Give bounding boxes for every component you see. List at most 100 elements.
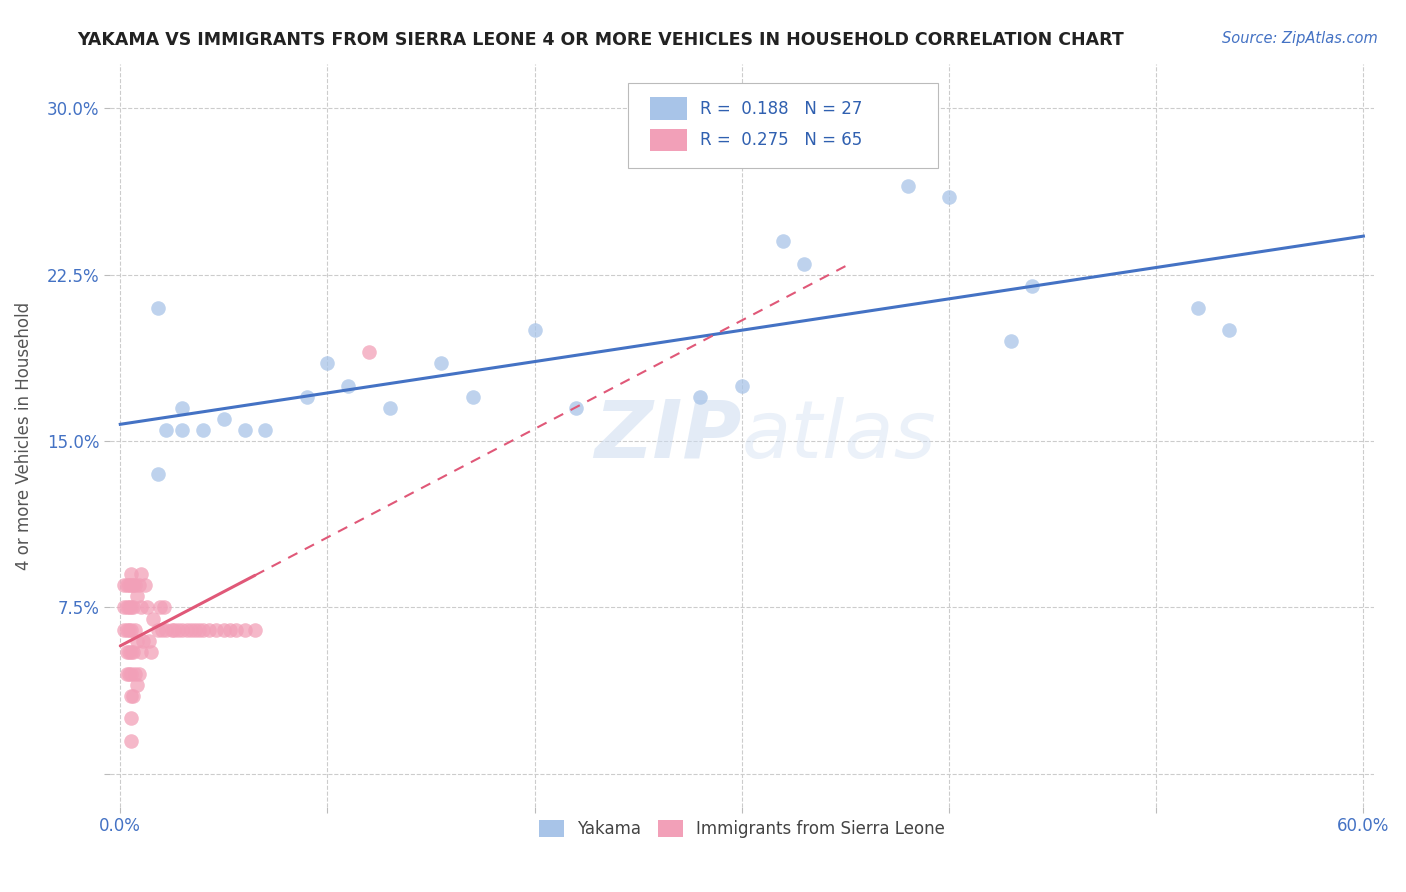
Point	[184, 623, 207, 637]
Y-axis label: 4 or more Vehicles in Household: 4 or more Vehicles in Household	[15, 301, 32, 570]
Point	[124, 667, 146, 681]
Point	[146, 467, 169, 482]
Point	[117, 623, 139, 637]
Point	[430, 356, 453, 370]
Point	[233, 423, 256, 437]
Point	[115, 578, 138, 592]
Point	[134, 578, 156, 592]
Point	[120, 600, 142, 615]
Point	[212, 623, 235, 637]
Point	[176, 623, 198, 637]
Point	[1218, 323, 1240, 337]
Point	[146, 623, 169, 637]
Point	[120, 689, 142, 703]
Point	[233, 623, 256, 637]
Point	[155, 623, 177, 637]
Point	[141, 645, 163, 659]
Point	[1000, 334, 1022, 349]
Point	[155, 423, 177, 437]
Point	[204, 623, 226, 637]
Point	[124, 623, 146, 637]
Point	[117, 578, 139, 592]
Point	[120, 711, 142, 725]
Point	[191, 423, 214, 437]
Point	[121, 645, 143, 659]
Point	[121, 578, 143, 592]
Bar	[650, 97, 688, 120]
Point	[172, 401, 194, 415]
Point	[149, 600, 172, 615]
Point	[115, 667, 138, 681]
Bar	[650, 128, 688, 151]
Point	[152, 600, 174, 615]
Point	[117, 645, 139, 659]
Text: R =  0.188   N = 27: R = 0.188 N = 27	[700, 100, 862, 118]
Point	[212, 412, 235, 426]
Point	[114, 600, 136, 615]
Point	[337, 378, 360, 392]
Point	[125, 678, 148, 692]
Point	[128, 667, 150, 681]
Point	[150, 623, 173, 637]
Point	[357, 345, 380, 359]
Point	[120, 667, 142, 681]
Point	[316, 356, 339, 370]
Point	[180, 623, 202, 637]
Point	[121, 600, 143, 615]
Point	[243, 623, 266, 637]
Text: ZIP: ZIP	[595, 397, 742, 475]
Point	[461, 390, 484, 404]
Point	[120, 733, 142, 747]
Point	[219, 623, 242, 637]
FancyBboxPatch shape	[628, 83, 938, 168]
Text: R =  0.275   N = 65: R = 0.275 N = 65	[700, 131, 862, 149]
Point	[191, 623, 214, 637]
Point	[172, 623, 194, 637]
Point	[120, 645, 142, 659]
Point	[793, 257, 815, 271]
Point	[138, 633, 160, 648]
Point	[188, 623, 211, 637]
Point	[689, 390, 711, 404]
Point	[128, 578, 150, 592]
Point	[225, 623, 247, 637]
Point	[731, 378, 754, 392]
Point	[136, 600, 159, 615]
Point	[172, 423, 194, 437]
Text: Source: ZipAtlas.com: Source: ZipAtlas.com	[1222, 31, 1378, 46]
Point	[114, 623, 136, 637]
Point	[129, 645, 152, 659]
Text: atlas: atlas	[742, 397, 936, 475]
Point	[124, 578, 146, 592]
Point	[129, 600, 152, 615]
Point	[163, 623, 186, 637]
Point	[121, 689, 143, 703]
Point	[120, 567, 142, 582]
Point	[132, 633, 155, 648]
Point	[897, 179, 920, 194]
Point	[160, 623, 183, 637]
Point	[120, 623, 142, 637]
Point	[523, 323, 546, 337]
Point	[378, 401, 401, 415]
Point	[146, 301, 169, 315]
Point	[115, 645, 138, 659]
Point	[295, 390, 318, 404]
Point	[117, 667, 139, 681]
Text: YAKAMA VS IMMIGRANTS FROM SIERRA LEONE 4 OR MORE VEHICLES IN HOUSEHOLD CORRELATI: YAKAMA VS IMMIGRANTS FROM SIERRA LEONE 4…	[77, 31, 1123, 49]
Point	[115, 600, 138, 615]
Point	[142, 611, 165, 625]
Point	[125, 633, 148, 648]
Point	[114, 578, 136, 592]
Point	[1187, 301, 1209, 315]
Legend: Yakama, Immigrants from Sierra Leone: Yakama, Immigrants from Sierra Leone	[531, 814, 952, 845]
Point	[129, 567, 152, 582]
Point	[120, 578, 142, 592]
Point	[117, 600, 139, 615]
Point	[167, 623, 190, 637]
Point	[1021, 278, 1043, 293]
Point	[565, 401, 588, 415]
Point	[254, 423, 277, 437]
Point	[198, 623, 221, 637]
Point	[125, 590, 148, 604]
